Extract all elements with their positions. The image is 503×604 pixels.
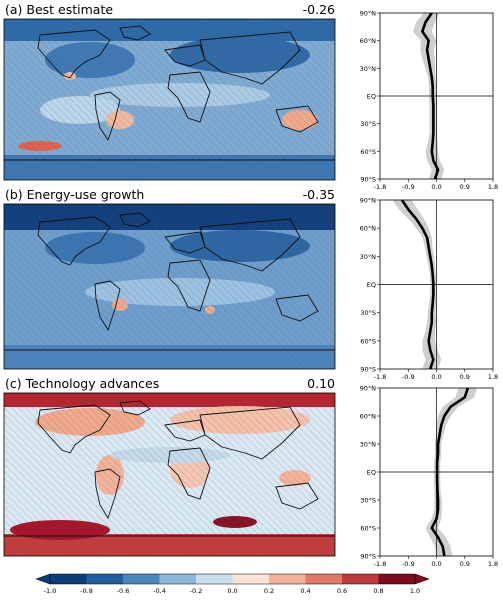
profile-y-tick-label: 60°S	[360, 148, 376, 156]
profile-x-tick-label: 0.0	[431, 373, 441, 381]
profile-mean-line	[421, 12, 440, 180]
profile-y-tick-label: 30°N	[360, 253, 377, 261]
profile-y-tick-label: EQ	[367, 469, 376, 477]
map-b-hatching	[4, 204, 335, 369]
colorbar-segment	[196, 574, 233, 584]
map-b-coastlines	[4, 212, 335, 351]
profile-y-tick-label: 90°N	[360, 197, 377, 205]
map-a-hatching	[4, 19, 335, 180]
colorbar-segment	[232, 574, 270, 584]
profile-y-tick-label: EQ	[367, 281, 376, 289]
profile-x-tick-label: 1.8	[488, 560, 498, 568]
map-c-hatching	[4, 393, 335, 556]
panel-a-value: -0.26	[303, 2, 335, 17]
panel-c-title: (c) Technology advances	[5, 376, 159, 391]
profile-y-tick-label: 90°N	[360, 10, 377, 18]
map-panel-b	[4, 204, 335, 369]
profile-x-tick-label: 0.9	[460, 373, 470, 381]
profile-x-tick-label: -1.8	[374, 373, 387, 381]
colorbar-tick-label: -0.6	[117, 587, 130, 595]
map-a-frame	[3, 18, 336, 181]
profile-x-tick-label: 0.0	[431, 560, 441, 568]
profile-x-tick-label: 1.8	[488, 373, 498, 381]
profile-y-tick-label: 60°S	[360, 525, 376, 533]
map-a-coastlines	[4, 25, 335, 161]
profile-y-tick-label: 30°N	[360, 65, 377, 73]
profile-y-tick-label: 30°S	[360, 497, 376, 505]
map-c-frame	[3, 392, 336, 557]
map-panel-c	[4, 393, 335, 556]
panel-b-value: -0.35	[303, 187, 335, 202]
profile-x-tick-label: -1.8	[374, 183, 387, 191]
profile-y-tick-label: 90°N	[360, 385, 377, 393]
colorbar-segment	[123, 574, 160, 584]
profile-x-tick-label: -0.9	[402, 560, 415, 568]
colorbar-tick-label: 1.0	[410, 587, 420, 595]
colorbar-segment	[50, 574, 87, 584]
colorbar-segment	[269, 574, 306, 584]
panel-a-title: (a) Best estimate	[5, 2, 113, 17]
profile-y-tick-label: 90°S	[360, 176, 376, 184]
colorbar-segment	[159, 574, 197, 584]
map-panel-a	[4, 19, 335, 180]
profile-y-tick-label: 60°N	[360, 225, 377, 233]
profile-y-tick-label: 60°N	[360, 413, 377, 421]
profile-x-tick-label: 1.8	[488, 183, 498, 191]
profile-mean-line	[400, 199, 435, 370]
colorbar-tick-label: 0.8	[373, 587, 383, 595]
colorbar: -1.0 -0.8 -0.6 -0.4 -0.2 0.0 0.2 0.4 0.6 0.8 1.0	[35, 573, 430, 595]
profile-panel-a: 90°N 60°N 30°N EQ 30°S 60°S 90°S-1.8 -0.9 0.0 0.9…	[360, 10, 499, 192]
colorbar-segment	[342, 574, 379, 584]
profile-y-tick-label: 90°S	[360, 553, 376, 561]
profile-panel-c: 90°N 60°N 30°N EQ 30°S 60°S 90°S-1.8 -0.9 0.0 0.9…	[360, 385, 499, 569]
profile-y-tick-label: 30°S	[360, 120, 376, 128]
colorbar-tick-label: 0.4	[300, 587, 310, 595]
colorbar-tick-label: -0.2	[190, 587, 203, 595]
profile-y-tick-label: 30°N	[360, 441, 377, 449]
colorbar-left-arrow	[35, 573, 51, 585]
colorbar-right-arrow	[414, 573, 430, 585]
profile-x-tick-label: 0.9	[460, 560, 470, 568]
profile-y-tick-label: 90°S	[360, 366, 376, 374]
profile-y-tick-label: 60°N	[360, 37, 377, 45]
profile-x-tick-label: -1.8	[374, 560, 387, 568]
profile-y-tick-label: 60°S	[360, 337, 376, 345]
colorbar-tick-label: 0.0	[227, 587, 237, 595]
panel-b-title: (b) Energy-use growth	[5, 187, 144, 202]
colorbar-segment	[378, 574, 416, 584]
colorbar-tick-label: -0.8	[80, 587, 93, 595]
map-b-frame	[3, 203, 336, 370]
profile-y-tick-label: EQ	[367, 93, 376, 101]
profile-y-tick-label: 30°S	[360, 309, 376, 317]
profile-panel-b: 90°N 60°N 30°N EQ 30°S 60°S 90°S-1.8 -0.9 0.0 0.9…	[360, 197, 499, 382]
profile-x-tick-label: 0.9	[460, 183, 470, 191]
panel-c-value: 0.10	[307, 376, 335, 391]
map-c-coastlines	[4, 400, 335, 537]
profile-x-tick-label: -0.9	[402, 183, 415, 191]
colorbar-tick-label: 0.2	[264, 587, 274, 595]
colorbar-tick-label: 0.6	[337, 587, 347, 595]
profile-mean-line	[430, 387, 470, 557]
colorbar-tick-label: -1.0	[44, 587, 57, 595]
colorbar-tick-label: -0.4	[153, 587, 166, 595]
colorbar-frame	[49, 573, 416, 585]
colorbar-segment	[305, 574, 343, 584]
profile-x-tick-label: -0.9	[402, 373, 415, 381]
colorbar-segment	[86, 574, 124, 584]
profile-x-tick-label: 0.0	[431, 183, 441, 191]
